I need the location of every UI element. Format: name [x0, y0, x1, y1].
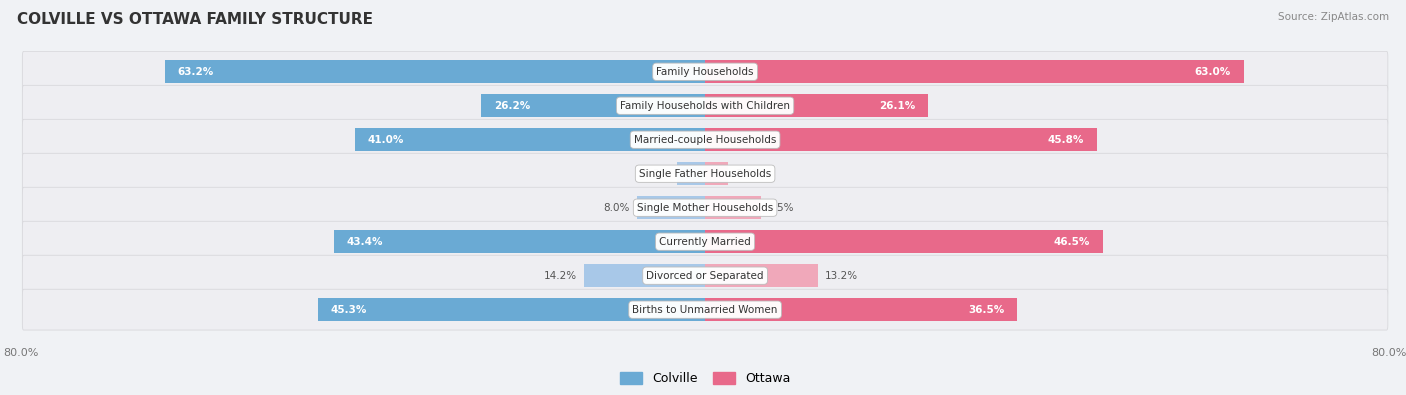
Text: Births to Unmarried Women: Births to Unmarried Women — [633, 305, 778, 315]
Text: Married-couple Households: Married-couple Households — [634, 135, 776, 145]
FancyBboxPatch shape — [22, 119, 1388, 160]
Bar — [165, 60, 704, 83]
Text: Divorced or Separated: Divorced or Separated — [647, 271, 763, 281]
Bar — [318, 298, 704, 321]
Legend: Colville, Ottawa: Colville, Ottawa — [614, 367, 796, 390]
Bar — [676, 162, 706, 185]
Bar — [354, 128, 704, 151]
Text: 26.1%: 26.1% — [879, 101, 915, 111]
Text: Source: ZipAtlas.com: Source: ZipAtlas.com — [1278, 12, 1389, 22]
Text: 13.2%: 13.2% — [825, 271, 858, 281]
Text: Single Father Households: Single Father Households — [638, 169, 772, 179]
FancyBboxPatch shape — [22, 51, 1388, 92]
Bar — [583, 264, 706, 287]
Text: 36.5%: 36.5% — [969, 305, 1004, 315]
Text: 43.4%: 43.4% — [347, 237, 384, 247]
FancyBboxPatch shape — [22, 153, 1388, 194]
Text: Currently Married: Currently Married — [659, 237, 751, 247]
Text: 26.2%: 26.2% — [494, 101, 530, 111]
Bar — [637, 196, 704, 219]
Text: 63.2%: 63.2% — [177, 67, 214, 77]
Text: 6.5%: 6.5% — [768, 203, 794, 213]
FancyBboxPatch shape — [22, 85, 1388, 126]
Bar — [706, 94, 928, 117]
Text: 63.0%: 63.0% — [1195, 67, 1230, 77]
Bar — [706, 230, 1102, 253]
Bar — [706, 264, 818, 287]
FancyBboxPatch shape — [22, 221, 1388, 262]
Text: Family Households with Children: Family Households with Children — [620, 101, 790, 111]
FancyBboxPatch shape — [22, 187, 1388, 228]
Text: 14.2%: 14.2% — [544, 271, 576, 281]
Text: COLVILLE VS OTTAWA FAMILY STRUCTURE: COLVILLE VS OTTAWA FAMILY STRUCTURE — [17, 12, 373, 27]
Text: Family Households: Family Households — [657, 67, 754, 77]
Bar — [706, 196, 761, 219]
Text: 8.0%: 8.0% — [603, 203, 630, 213]
Text: 41.0%: 41.0% — [367, 135, 404, 145]
Bar — [706, 162, 728, 185]
FancyBboxPatch shape — [22, 255, 1388, 296]
FancyBboxPatch shape — [22, 289, 1388, 330]
Text: Single Mother Households: Single Mother Households — [637, 203, 773, 213]
Text: 3.3%: 3.3% — [644, 169, 671, 179]
Text: 45.8%: 45.8% — [1047, 135, 1084, 145]
Bar — [706, 298, 1017, 321]
Text: 46.5%: 46.5% — [1053, 237, 1090, 247]
Bar — [481, 94, 704, 117]
Bar — [335, 230, 704, 253]
Text: 2.7%: 2.7% — [735, 169, 762, 179]
Text: 45.3%: 45.3% — [330, 305, 367, 315]
Bar — [706, 60, 1244, 83]
Bar — [706, 128, 1097, 151]
